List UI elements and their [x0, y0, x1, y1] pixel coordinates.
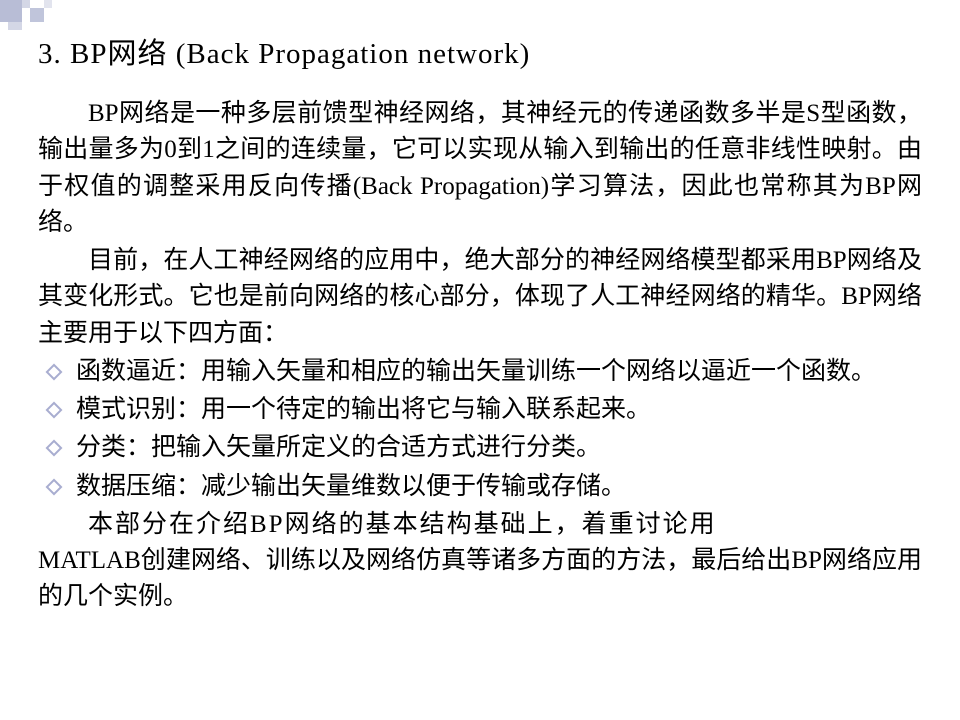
corner-decoration [0, 0, 70, 30]
deco-square [30, 8, 44, 22]
paragraph-2: 目前，在人工神经网络的应用中，绝大部分的神经网络模型都采用BP网络及其变化形式。… [38, 243, 922, 352]
bullet-item: 函数逼近：用输入矢量和相应的输出矢量训练一个网络以逼近一个函数。 [38, 354, 922, 390]
bullet-text: 模式识别：用一个待定的输出将它与输入联系起来。 [76, 392, 922, 428]
bullet-item: 模式识别：用一个待定的输出将它与输入联系起来。 [38, 392, 922, 428]
deco-square [8, 22, 22, 30]
paragraph-3a: 本部分在介绍BP网络的基本结构基础上，着重讨论用 [38, 507, 922, 543]
diamond-bullet-icon [46, 440, 63, 457]
paragraph-1: BP网络是一种多层前馈型神经网络，其神经元的传递函数多半是S型函数，输出量多为0… [38, 96, 922, 241]
bullet-text: 分类：把输入矢量所定义的合适方式进行分类。 [76, 430, 922, 466]
slide-content: 3. BP网络 (Back Propagation network) BP网络是… [0, 0, 960, 636]
bullet-item: 分类：把输入矢量所定义的合适方式进行分类。 [38, 430, 922, 466]
diamond-bullet-icon [46, 478, 63, 495]
diamond-bullet-icon [46, 363, 63, 380]
bullet-text: 函数逼近：用输入矢量和相应的输出矢量训练一个网络以逼近一个函数。 [76, 354, 922, 390]
section-title: 3. BP网络 (Back Propagation network) [38, 30, 922, 72]
deco-square [44, 0, 52, 8]
deco-square [22, 0, 30, 8]
bullet-text: 数据压缩：减少输出矢量维数以便于传输或存储。 [76, 469, 922, 505]
diamond-bullet-icon [46, 402, 63, 419]
bullet-item: 数据压缩：减少输出矢量维数以便于传输或存储。 [38, 469, 922, 505]
deco-square [0, 0, 22, 22]
paragraph-3b: MATLAB创建网络、训练以及网络仿真等诸多方面的方法，最后给出BP网络应用的几… [38, 543, 922, 616]
